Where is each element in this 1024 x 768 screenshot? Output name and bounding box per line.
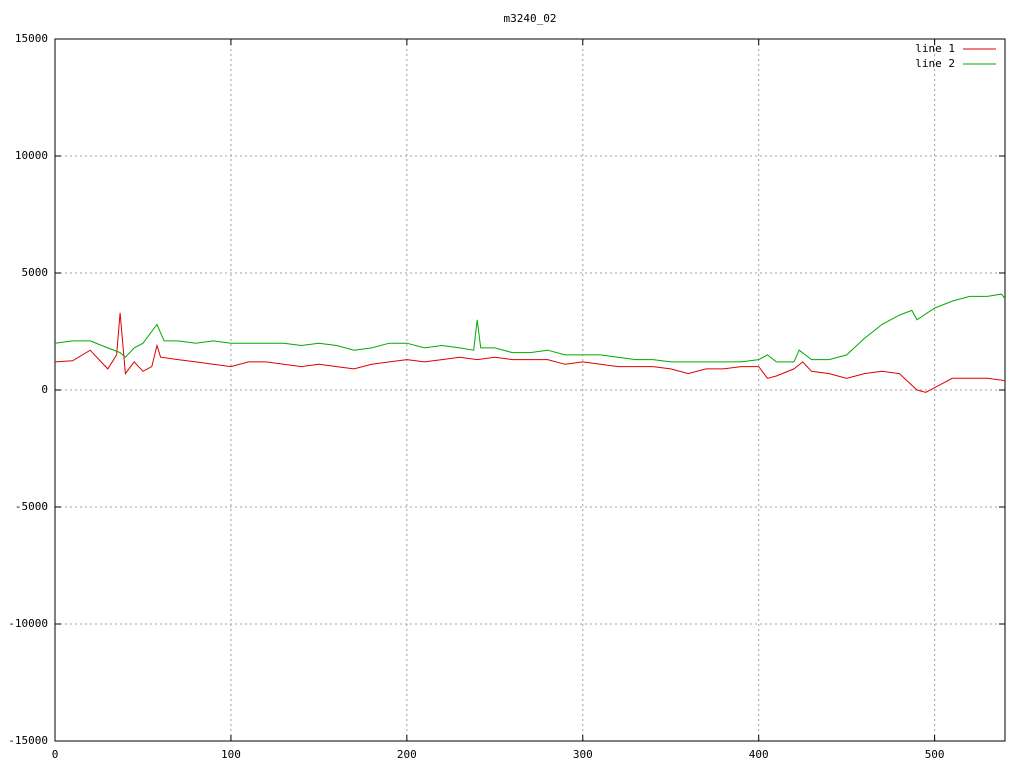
y-tick-label: 15000 xyxy=(15,32,48,45)
chart-title: m3240_02 xyxy=(504,12,557,25)
plot-border xyxy=(54,38,1006,742)
legend-label: line 2 xyxy=(915,57,955,70)
x-tick-label: 300 xyxy=(573,748,593,761)
x-tick-label: 200 xyxy=(397,748,417,761)
x-tick-label: 500 xyxy=(925,748,945,761)
y-tick-label: 5000 xyxy=(22,266,49,279)
legend-label: line 1 xyxy=(915,42,955,55)
x-tick-label: 0 xyxy=(52,748,59,761)
y-tick-label: -5000 xyxy=(15,500,48,513)
x-tick-label: 100 xyxy=(221,748,241,761)
y-tick-label: -10000 xyxy=(8,617,48,630)
y-tick-label: 10000 xyxy=(15,149,48,162)
data-line xyxy=(54,293,1006,363)
y-tick-label: 0 xyxy=(41,383,48,396)
data-line xyxy=(54,312,1006,393)
x-tick-label: 400 xyxy=(749,748,769,761)
y-tick-label: -15000 xyxy=(8,734,48,747)
